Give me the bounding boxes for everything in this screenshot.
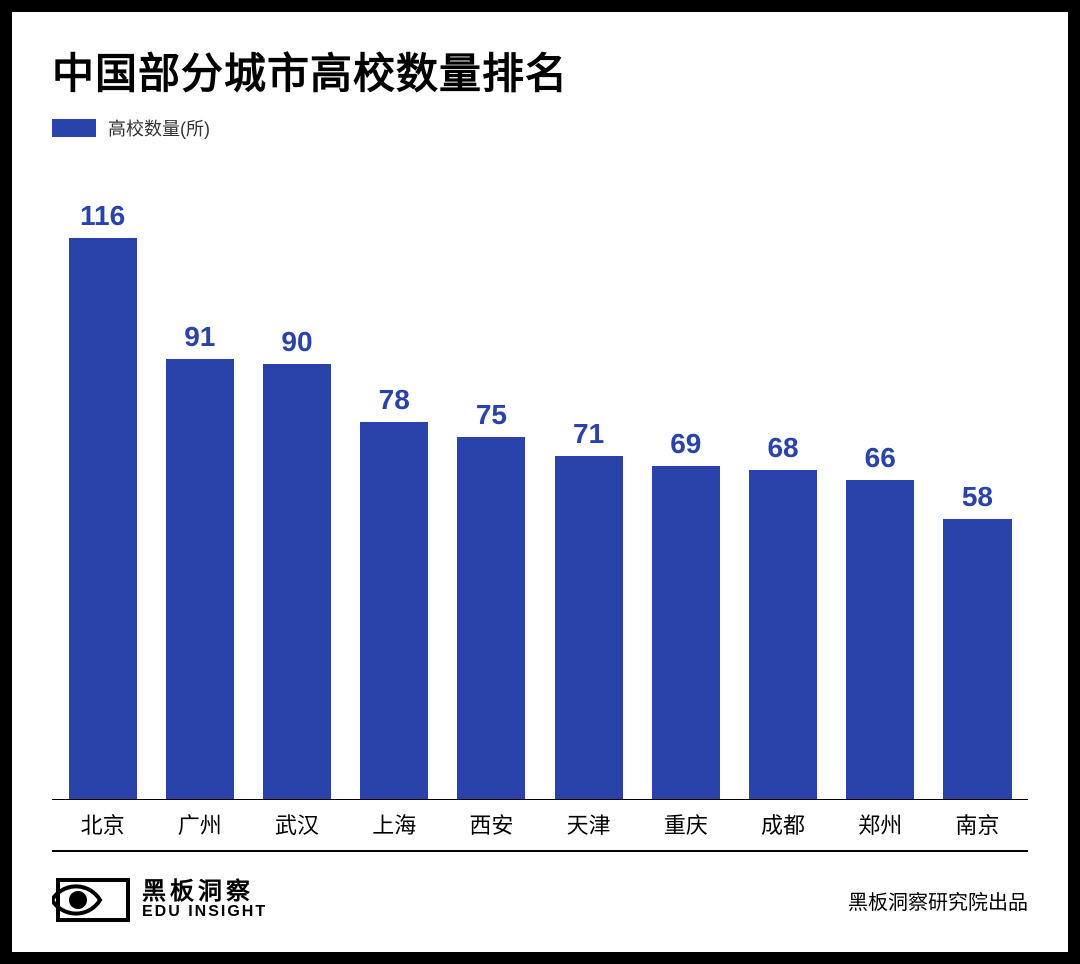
x-axis-label: 南京 — [935, 808, 1020, 840]
x-axis-label: 北京 — [60, 808, 145, 840]
x-axis-label: 武汉 — [254, 808, 339, 840]
x-axis-label: 郑州 — [838, 808, 923, 840]
bar-column: 90 — [254, 326, 339, 799]
bar-column: 66 — [838, 442, 923, 799]
bar-rect — [457, 437, 525, 800]
x-axis-label: 广州 — [157, 808, 242, 840]
bar-rect — [263, 364, 331, 799]
bar-value-label: 116 — [80, 200, 125, 232]
bar-value-label: 78 — [379, 384, 410, 416]
x-label-column: 重庆 — [643, 808, 728, 840]
bar-value-label: 69 — [670, 428, 701, 460]
x-axis-label: 天津 — [546, 808, 631, 840]
x-axis-label: 成都 — [740, 808, 825, 840]
x-label-column: 成都 — [740, 808, 825, 840]
x-label-column: 武汉 — [254, 808, 339, 840]
x-labels-row: 北京广州武汉上海西安天津重庆成都郑州南京 — [52, 800, 1028, 840]
bar-value-label: 75 — [476, 399, 507, 431]
brand-text: 黑板洞察 EDU INSIGHT — [142, 879, 267, 921]
x-label-column: 天津 — [546, 808, 631, 840]
bar-column: 116 — [60, 200, 145, 799]
bar-rect — [360, 422, 428, 799]
x-label-column: 西安 — [449, 808, 534, 840]
x-label-column: 上海 — [352, 808, 437, 840]
legend-label: 高校数量(所) — [108, 115, 210, 141]
bar-column: 91 — [157, 321, 242, 799]
bar-rect — [943, 519, 1011, 799]
legend: 高校数量(所) — [52, 115, 1028, 141]
x-label-column: 广州 — [157, 808, 242, 840]
chart-area: 116 91 90 78 75 71 69 68 66 58 北京广州武汉上海西安天津重庆成都郑州… — [52, 149, 1028, 932]
bar-rect — [166, 359, 234, 799]
x-axis-label: 西安 — [449, 808, 534, 840]
bar-value-label: 68 — [767, 432, 798, 464]
bar-rect — [69, 238, 137, 799]
brand-eye-icon — [52, 876, 130, 924]
bar-value-label: 90 — [281, 326, 312, 358]
brand-name-cn: 黑板洞察 — [142, 879, 267, 904]
bar-column: 75 — [449, 399, 534, 800]
bar-column: 78 — [352, 384, 437, 799]
legend-swatch — [52, 119, 96, 137]
bars-row: 116 91 90 78 75 71 69 68 66 58 — [52, 189, 1028, 800]
bar-rect — [652, 466, 720, 800]
chart-content: 中国部分城市高校数量排名 高校数量(所) 116 91 90 78 75 71 69 68 66… — [12, 12, 1068, 952]
bar-value-label: 71 — [573, 418, 604, 450]
chart-title: 中国部分城市高校数量排名 — [52, 40, 1028, 101]
x-label-column: 郑州 — [838, 808, 923, 840]
x-axis-label: 重庆 — [643, 808, 728, 840]
credits-text: 黑板洞察研究院出品 — [848, 886, 1028, 915]
bar-column: 68 — [740, 432, 825, 799]
bar-rect — [555, 456, 623, 799]
x-label-column: 南京 — [935, 808, 1020, 840]
bar-column: 58 — [935, 481, 1020, 799]
bar-column: 71 — [546, 418, 631, 799]
x-label-column: 北京 — [60, 808, 145, 840]
bar-column: 69 — [643, 428, 728, 800]
bar-value-label: 58 — [962, 481, 993, 513]
bar-value-label: 91 — [184, 321, 215, 353]
x-axis-label: 上海 — [352, 808, 437, 840]
chart-frame: 中国部分城市高校数量排名 高校数量(所) 116 91 90 78 75 71 69 68 66… — [0, 0, 1080, 964]
brand: 黑板洞察 EDU INSIGHT — [52, 876, 267, 924]
bar-value-label: 66 — [865, 442, 896, 474]
brand-name-en: EDU INSIGHT — [142, 904, 267, 921]
footer: 黑板洞察 EDU INSIGHT 黑板洞察研究院出品 — [52, 852, 1028, 932]
bar-rect — [846, 480, 914, 799]
bar-rect — [749, 470, 817, 799]
